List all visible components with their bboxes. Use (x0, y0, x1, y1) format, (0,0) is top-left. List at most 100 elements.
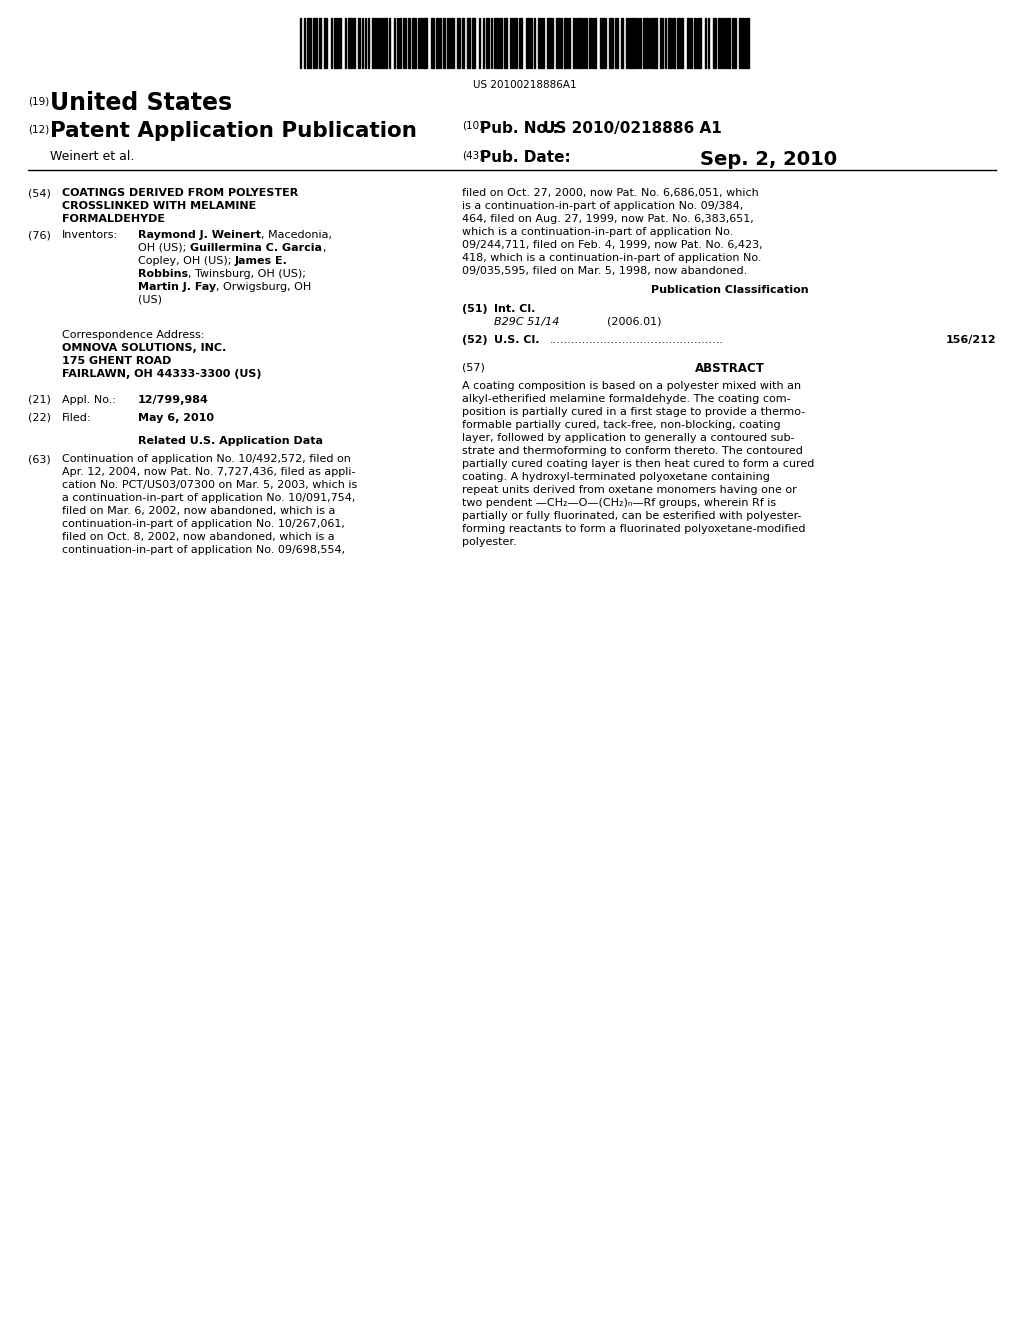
Bar (408, 18, 410, 69)
Text: strate and thermoforming to conform thereto. The contoured: strate and thermoforming to conform ther… (462, 446, 803, 455)
Text: polyester.: polyester. (462, 537, 517, 546)
Text: United States: United States (50, 91, 232, 115)
Text: 175 GHENT ROAD: 175 GHENT ROAD (62, 356, 171, 366)
Bar (431, 18, 434, 69)
Text: (21): (21) (28, 395, 51, 405)
Bar (739, 18, 741, 69)
Text: 156/212: 156/212 (945, 335, 996, 345)
Bar (542, 18, 544, 69)
Text: ABSTRACT: ABSTRACT (695, 362, 765, 375)
Bar (653, 18, 657, 69)
Bar (564, 18, 567, 69)
Bar (578, 18, 581, 69)
Text: James E.: James E. (234, 256, 288, 267)
Text: coating. A hydroxyl-terminated polyoxetane containing: coating. A hydroxyl-terminated polyoxeta… (462, 473, 770, 482)
Bar (556, 18, 560, 69)
Text: continuation-in-part of application No. 10/267,061,: continuation-in-part of application No. … (62, 519, 345, 529)
Text: Appl. No.:: Appl. No.: (62, 395, 116, 405)
Text: Int. Cl.: Int. Cl. (494, 304, 536, 314)
Bar (358, 18, 360, 69)
Text: 12/799,984: 12/799,984 (138, 395, 209, 405)
Text: A coating composition is based on a polyester mixed with an: A coating composition is based on a poly… (462, 381, 801, 391)
Text: B29C 51/14: B29C 51/14 (494, 317, 559, 327)
Bar (718, 18, 721, 69)
Bar (677, 18, 680, 69)
Text: forming reactants to form a fluorinated polyoxetane-modified: forming reactants to form a fluorinated … (462, 524, 806, 535)
Text: OH (US);: OH (US); (138, 243, 189, 253)
Bar (313, 18, 315, 69)
Text: partially or fully fluorinated, can be esterified with polyester-: partially or fully fluorinated, can be e… (462, 511, 802, 521)
Text: FAIRLAWN, OH 44333-3300 (US): FAIRLAWN, OH 44333-3300 (US) (62, 370, 261, 379)
Bar (307, 18, 311, 69)
Bar (376, 18, 378, 69)
Text: filed on Oct. 27, 2000, now Pat. No. 6,686,051, which: filed on Oct. 27, 2000, now Pat. No. 6,6… (462, 187, 759, 198)
Bar (457, 18, 460, 69)
Text: ,: , (322, 243, 326, 253)
Text: , Orwigsburg, OH: , Orwigsburg, OH (216, 282, 311, 292)
Bar (568, 18, 570, 69)
Text: 09/035,595, filed on Mar. 5, 1998, now abandoned.: 09/035,595, filed on Mar. 5, 1998, now a… (462, 267, 748, 276)
Bar (334, 18, 338, 69)
Text: (51): (51) (462, 304, 487, 314)
Bar (724, 18, 726, 69)
Bar (512, 18, 514, 69)
Text: repeat units derived from oxetane monomers having one or: repeat units derived from oxetane monome… (462, 484, 797, 495)
Bar (486, 18, 489, 69)
Text: Correspondence Address:: Correspondence Address: (62, 330, 205, 341)
Text: , Twinsburg, OH (US);: , Twinsburg, OH (US); (188, 269, 306, 279)
Text: filed on Mar. 6, 2002, now abandoned, which is a: filed on Mar. 6, 2002, now abandoned, wh… (62, 506, 336, 516)
Text: position is partially cured in a first stage to provide a thermo-: position is partially cured in a first s… (462, 407, 805, 417)
Bar (635, 18, 637, 69)
Bar (500, 18, 502, 69)
Text: (2006.01): (2006.01) (607, 317, 662, 327)
Bar (746, 18, 749, 69)
Text: Publication Classification: Publication Classification (651, 285, 809, 294)
Text: which is a continuation-in-part of application No.: which is a continuation-in-part of appli… (462, 227, 733, 238)
Text: Raymond J. Weinert: Raymond J. Weinert (138, 230, 261, 240)
Text: Patent Application Publication: Patent Application Publication (50, 121, 417, 141)
Text: (76): (76) (28, 230, 51, 240)
Bar (609, 18, 613, 69)
Bar (713, 18, 716, 69)
Bar (573, 18, 575, 69)
Text: (57): (57) (462, 362, 485, 372)
Text: OMNOVA SOLUTIONS, INC.: OMNOVA SOLUTIONS, INC. (62, 343, 226, 352)
Bar (547, 18, 551, 69)
Text: partially cured coating layer is then heat cured to form a cured: partially cured coating layer is then he… (462, 459, 814, 469)
Bar (420, 18, 422, 69)
Text: continuation-in-part of application No. 09/698,554,: continuation-in-part of application No. … (62, 545, 345, 554)
Text: Pub. No.:: Pub. No.: (480, 121, 559, 136)
Text: , Macedonia,: , Macedonia, (261, 230, 332, 240)
Text: Pub. Date:: Pub. Date: (480, 150, 570, 165)
Text: two pendent —CH₂—O—(CH₂)ₙ—Rf groups, wherein Rf is: two pendent —CH₂—O—(CH₂)ₙ—Rf groups, whe… (462, 498, 776, 508)
Text: (US): (US) (138, 294, 162, 305)
Bar (382, 18, 384, 69)
Text: cation No. PCT/US03/07300 on Mar. 5, 2003, which is: cation No. PCT/US03/07300 on Mar. 5, 200… (62, 480, 357, 490)
Text: Martin J. Fay: Martin J. Fay (138, 282, 216, 292)
Text: Sep. 2, 2010: Sep. 2, 2010 (700, 150, 838, 169)
Text: Inventors:: Inventors: (62, 230, 118, 240)
Bar (379, 18, 381, 69)
Text: 09/244,711, filed on Feb. 4, 1999, now Pat. No. 6,423,: 09/244,711, filed on Feb. 4, 1999, now P… (462, 240, 763, 249)
Bar (462, 18, 464, 69)
Text: Robbins: Robbins (138, 269, 188, 279)
Bar (734, 18, 736, 69)
Bar (687, 18, 689, 69)
Bar (694, 18, 696, 69)
Bar (646, 18, 648, 69)
Bar (594, 18, 596, 69)
Bar (472, 18, 475, 69)
Bar (319, 18, 321, 69)
Text: (43): (43) (462, 150, 483, 160)
Bar (630, 18, 634, 69)
Bar (600, 18, 604, 69)
Bar (519, 18, 522, 69)
Bar (697, 18, 701, 69)
Text: (10): (10) (462, 121, 483, 131)
Text: formable partially cured, tack-free, non-blocking, coating: formable partially cured, tack-free, non… (462, 420, 780, 430)
Bar (690, 18, 692, 69)
Text: Guillermina C. Garcia: Guillermina C. Garcia (189, 243, 322, 253)
Bar (467, 18, 470, 69)
Bar (372, 18, 375, 69)
Text: (19): (19) (28, 96, 49, 106)
